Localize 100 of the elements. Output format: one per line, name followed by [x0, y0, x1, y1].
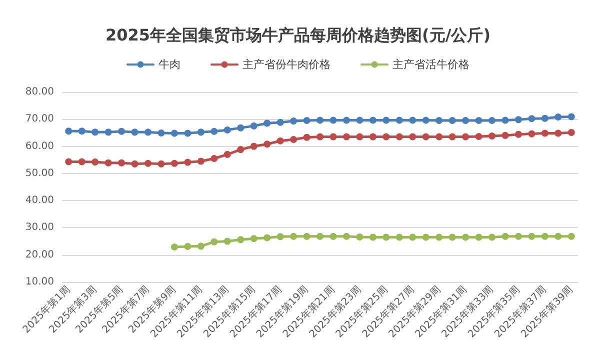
- point: [528, 232, 536, 240]
- point: [290, 232, 298, 240]
- point: [237, 124, 244, 132]
- point: [316, 133, 324, 140]
- point: [475, 117, 482, 124]
- point: [170, 160, 178, 167]
- point: [382, 133, 390, 140]
- point: [330, 116, 337, 124]
- point: [422, 116, 430, 124]
- point: [158, 160, 165, 168]
- point: [170, 243, 178, 250]
- legend-label: 主产省份牛肉价格: [242, 58, 330, 71]
- point: [118, 159, 126, 166]
- point: [422, 234, 430, 241]
- point: [237, 146, 244, 154]
- point: [131, 128, 138, 136]
- point: [382, 234, 390, 241]
- point: [396, 133, 403, 140]
- point: [78, 158, 86, 166]
- point: [65, 128, 72, 135]
- point: [197, 242, 204, 250]
- point: [554, 113, 562, 120]
- y-tick-label: 40.00: [25, 195, 54, 206]
- point: [488, 132, 496, 140]
- point: [330, 133, 337, 140]
- point: [342, 133, 350, 140]
- point: [448, 133, 456, 140]
- point: [396, 116, 403, 124]
- y-tick-label: 30.00: [25, 222, 54, 234]
- point: [488, 234, 496, 241]
- point: [264, 234, 271, 242]
- legend-label: 牛肉: [158, 58, 180, 71]
- point: [502, 132, 509, 139]
- point: [290, 136, 298, 143]
- point: [382, 116, 390, 124]
- point: [356, 116, 364, 124]
- point: [224, 238, 231, 245]
- point: [303, 134, 310, 141]
- point: [250, 122, 258, 130]
- point: [104, 128, 112, 136]
- point: [184, 130, 192, 137]
- point: [475, 133, 482, 140]
- point: [436, 234, 443, 241]
- point: [541, 114, 548, 122]
- point: [264, 140, 271, 148]
- point: [303, 117, 310, 124]
- point: [462, 133, 470, 140]
- point: [170, 130, 178, 137]
- point: [356, 133, 364, 140]
- point: [554, 130, 562, 137]
- point: [514, 130, 522, 138]
- point: [92, 158, 99, 166]
- point: [276, 137, 284, 144]
- y-tick-label: 50.00: [25, 168, 54, 179]
- point: [568, 232, 575, 240]
- point: [369, 133, 376, 140]
- point: [342, 116, 350, 124]
- point: [210, 128, 218, 135]
- point: [436, 117, 443, 124]
- legend-label: 主产省活牛价格: [392, 58, 470, 71]
- point: [369, 116, 376, 124]
- point: [210, 238, 218, 246]
- point: [224, 150, 231, 158]
- point: [356, 233, 364, 240]
- point: [197, 158, 204, 165]
- point: [475, 234, 482, 241]
- point: [396, 234, 403, 241]
- point: [342, 232, 350, 240]
- point: [462, 234, 470, 241]
- point: [514, 232, 522, 240]
- point: [250, 235, 258, 242]
- point: [316, 232, 324, 240]
- y-tick-label: 80.00: [25, 86, 54, 98]
- point: [514, 116, 522, 124]
- y-tick-label: 60.00: [25, 140, 54, 152]
- point: [104, 159, 112, 166]
- point: [502, 116, 509, 124]
- point: [184, 242, 192, 250]
- point: [554, 232, 562, 240]
- point: [276, 118, 284, 126]
- point: [237, 236, 244, 244]
- point: [65, 158, 72, 166]
- point: [422, 133, 430, 140]
- point: [409, 116, 416, 124]
- point: [118, 128, 126, 135]
- point: [528, 130, 536, 138]
- point: [316, 116, 324, 124]
- point: [144, 160, 152, 167]
- point: [92, 128, 99, 136]
- point: [290, 118, 298, 125]
- point: [436, 133, 443, 140]
- point: [448, 117, 456, 124]
- point: [158, 129, 165, 136]
- point: [197, 128, 204, 136]
- point: [369, 234, 376, 241]
- point: [488, 117, 496, 124]
- point: [78, 128, 86, 135]
- y-tick-label: 70.00: [25, 114, 54, 125]
- point: [528, 115, 536, 122]
- point: [502, 232, 509, 240]
